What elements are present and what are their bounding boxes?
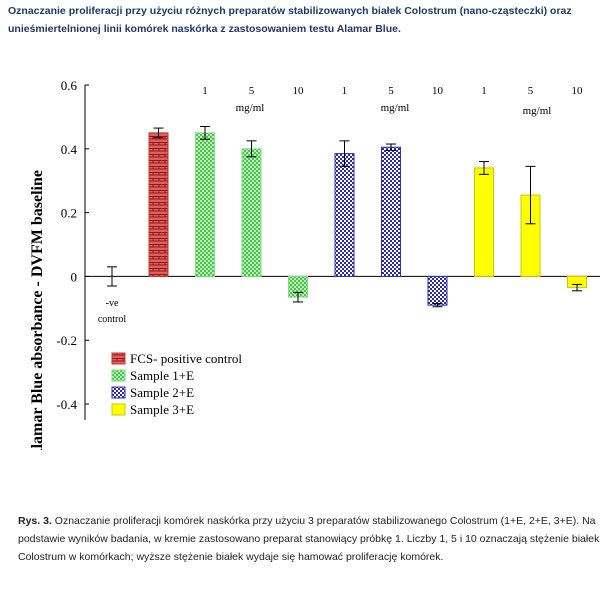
legend-swatch-1 xyxy=(111,369,126,382)
y-tick-label-5: -0.4 xyxy=(56,397,77,412)
bar-7 xyxy=(427,275,448,306)
y-tick-label-2: 0.2 xyxy=(61,206,77,221)
y-tick-label-0: 0.6 xyxy=(61,78,78,93)
concentration-label-3: 5 xyxy=(249,85,255,97)
y-tick-label-1: 0.4 xyxy=(61,142,78,157)
bar-6 xyxy=(381,146,401,277)
concentration-labels: 1 5 10 1 5 10 1 5 10 xyxy=(202,85,583,97)
legend-swatch-3 xyxy=(111,403,126,416)
concentration-label-8: 1 xyxy=(481,85,487,97)
legend-swatch-2 xyxy=(111,386,126,399)
legend-label-2: Sample 2+E xyxy=(130,385,194,400)
concentration-label-7: 10 xyxy=(432,85,444,97)
legend-swatch-0 xyxy=(111,352,126,365)
concentration-label-2: 1 xyxy=(202,85,208,97)
negative-control-label-line2: control xyxy=(98,314,127,325)
chart-title: Oznaczanie proliferacji przy użyciu różn… xyxy=(8,5,572,35)
figure-caption: Rys. 3. Oznaczanie proliferacji komórek … xyxy=(18,512,608,566)
bar-1 xyxy=(148,132,169,277)
bar-2 xyxy=(195,132,215,277)
bar-5 xyxy=(334,153,355,277)
unit-label-1: mg/ml xyxy=(236,102,265,114)
concentration-label-6: 5 xyxy=(388,85,394,97)
legend-label-1: Sample 1+E xyxy=(130,368,194,383)
unit-label-3: mg/ml xyxy=(523,105,552,117)
negative-control-label-line1: -ve xyxy=(106,298,119,309)
caption-label: Rys. 3. xyxy=(18,515,52,527)
y-tick-label-4: -0.2 xyxy=(56,333,77,348)
legend-label-0: FCS- positive control xyxy=(130,351,242,366)
caption-text: Oznaczanie proliferacji komórek naskórka… xyxy=(18,515,600,563)
legend-label-3: Sample 3+E xyxy=(130,402,194,417)
concentration-label-10: 10 xyxy=(572,85,584,97)
legend: FCS- positive control Sample 1+E Sample 2+… xyxy=(111,351,242,417)
unit-label-2: mg/ml xyxy=(381,102,410,114)
concentration-label-4: 10 xyxy=(293,85,305,97)
y-tick-label-3: 0 xyxy=(71,269,78,284)
concentration-label-5: 1 xyxy=(342,85,348,97)
bars-group xyxy=(107,125,587,308)
bar-chart: Alamar Blue absorbance - DVFM baseline 0… xyxy=(29,78,600,450)
bar-3 xyxy=(241,148,262,277)
bar-8 xyxy=(474,167,494,277)
y-ticks: 0.6 0.4 0.2 0 -0.2 -0.4 xyxy=(56,78,89,412)
concentration-label-9: 5 xyxy=(528,85,534,97)
y-axis-label: Alamar Blue absorbance - DVFM baseline xyxy=(29,170,46,450)
